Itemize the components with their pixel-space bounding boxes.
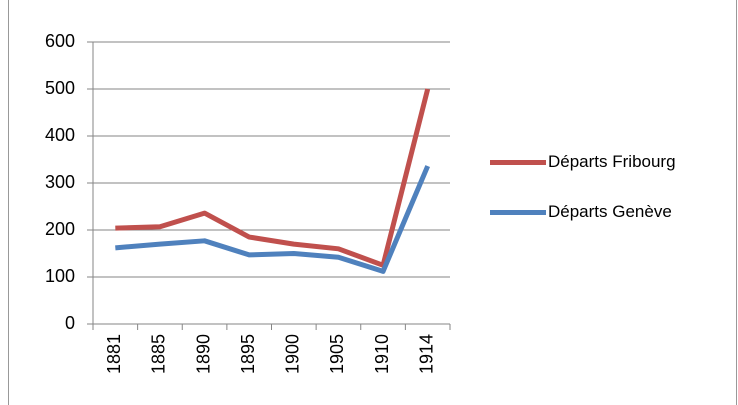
- x-tick-label: 1914: [416, 334, 436, 374]
- legend-label: Départs Fribourg: [548, 152, 676, 171]
- legend-label: Départs Genève: [548, 202, 672, 221]
- legend-swatch: [490, 210, 546, 215]
- chart-border: [8, 0, 737, 405]
- line-series: [115, 88, 431, 268]
- x-tick-label: 1885: [149, 334, 169, 374]
- y-tick-label: 400: [45, 125, 75, 145]
- legend-swatch: [490, 160, 546, 165]
- x-tick-label: 1905: [327, 334, 347, 374]
- x-tick-label: 1881: [104, 334, 124, 374]
- legend-item: Départs Genève: [490, 198, 676, 226]
- y-tick-label: 500: [45, 78, 75, 98]
- line-series: [115, 165, 430, 274]
- x-tick-label: 1900: [283, 334, 303, 374]
- y-tick-label: 300: [45, 172, 75, 192]
- x-tick-label: 1895: [238, 334, 258, 374]
- x-tick-label: 1890: [193, 334, 213, 374]
- y-tick-label: 600: [45, 31, 75, 51]
- y-tick-label: 100: [45, 266, 75, 286]
- legend-item: Départs Fribourg: [490, 148, 676, 176]
- x-tick-label: 1910: [372, 334, 392, 374]
- y-tick-label: 200: [45, 219, 75, 239]
- legend: Départs Fribourg Départs Genève: [490, 148, 676, 248]
- y-tick-label: 0: [65, 313, 75, 333]
